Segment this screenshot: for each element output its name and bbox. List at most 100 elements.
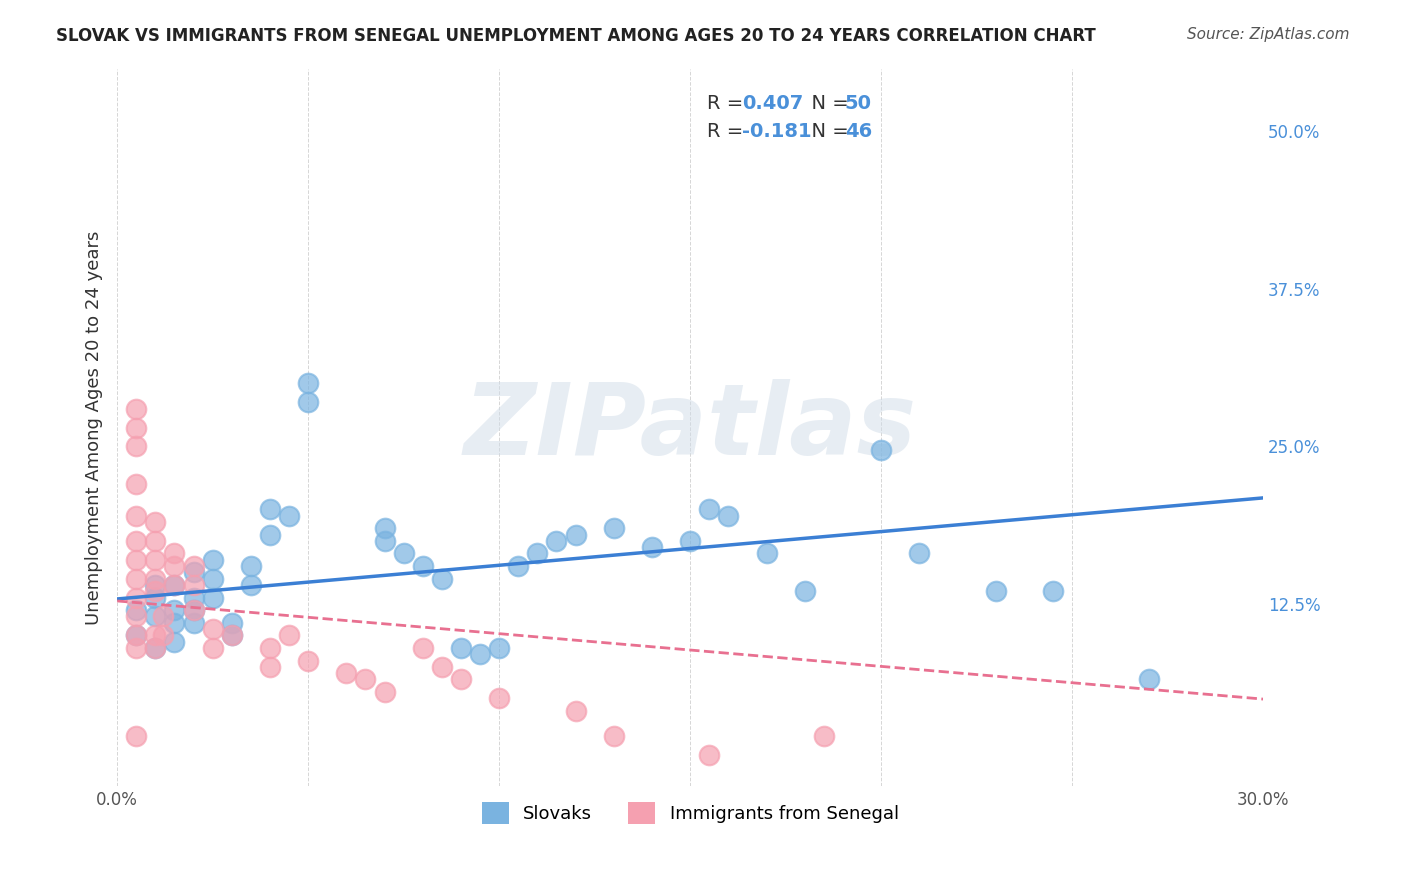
Point bbox=[793, 584, 815, 599]
Point bbox=[163, 603, 186, 617]
Point bbox=[259, 660, 281, 674]
Point bbox=[183, 615, 205, 630]
Point bbox=[221, 615, 243, 630]
Y-axis label: Unemployment Among Ages 20 to 24 years: Unemployment Among Ages 20 to 24 years bbox=[86, 230, 103, 624]
Text: Source: ZipAtlas.com: Source: ZipAtlas.com bbox=[1187, 27, 1350, 42]
Point bbox=[183, 603, 205, 617]
Point bbox=[412, 640, 434, 655]
Point bbox=[259, 502, 281, 516]
Point bbox=[603, 729, 626, 743]
Point bbox=[297, 376, 319, 391]
Point bbox=[870, 443, 893, 458]
Point bbox=[163, 615, 186, 630]
Point bbox=[450, 673, 472, 687]
Point bbox=[125, 572, 148, 586]
Point bbox=[152, 628, 174, 642]
Point bbox=[125, 553, 148, 567]
Point bbox=[145, 584, 167, 599]
Text: SLOVAK VS IMMIGRANTS FROM SENEGAL UNEMPLOYMENT AMONG AGES 20 TO 24 YEARS CORRELA: SLOVAK VS IMMIGRANTS FROM SENEGAL UNEMPL… bbox=[56, 27, 1097, 45]
Point bbox=[564, 527, 586, 541]
Point bbox=[813, 729, 835, 743]
Point bbox=[163, 578, 186, 592]
Point bbox=[526, 546, 548, 560]
Point bbox=[125, 628, 148, 642]
Point bbox=[145, 609, 167, 624]
Point bbox=[125, 420, 148, 434]
Point bbox=[717, 508, 740, 523]
Point bbox=[183, 603, 205, 617]
Point bbox=[183, 559, 205, 574]
Point bbox=[392, 546, 415, 560]
Point bbox=[221, 628, 243, 642]
Point bbox=[145, 533, 167, 548]
Point bbox=[1042, 584, 1064, 599]
Point bbox=[183, 578, 205, 592]
Point bbox=[152, 609, 174, 624]
Point bbox=[125, 729, 148, 743]
Text: R =: R = bbox=[707, 122, 749, 141]
Point bbox=[163, 546, 186, 560]
Point bbox=[564, 704, 586, 718]
Point bbox=[697, 747, 720, 762]
Point bbox=[125, 640, 148, 655]
Point bbox=[239, 578, 262, 592]
Point bbox=[450, 640, 472, 655]
Point bbox=[641, 540, 664, 554]
Point bbox=[145, 640, 167, 655]
Point bbox=[508, 559, 530, 574]
Point bbox=[374, 533, 396, 548]
Point bbox=[145, 578, 167, 592]
Point bbox=[679, 533, 702, 548]
Point bbox=[183, 566, 205, 580]
Point bbox=[984, 584, 1007, 599]
Text: 50: 50 bbox=[845, 94, 872, 112]
Point bbox=[488, 640, 510, 655]
Point bbox=[125, 439, 148, 453]
Text: R =: R = bbox=[707, 94, 749, 112]
Point bbox=[278, 628, 301, 642]
Legend: Slovaks, Immigrants from Senegal: Slovaks, Immigrants from Senegal bbox=[471, 791, 910, 835]
Point bbox=[125, 628, 148, 642]
Point bbox=[125, 508, 148, 523]
Point bbox=[908, 546, 931, 560]
Text: N =: N = bbox=[799, 94, 855, 112]
Point bbox=[697, 502, 720, 516]
Point bbox=[125, 401, 148, 416]
Point bbox=[335, 666, 357, 681]
Point bbox=[163, 559, 186, 574]
Point bbox=[546, 533, 568, 548]
Point bbox=[183, 591, 205, 605]
Point bbox=[297, 653, 319, 667]
Point bbox=[354, 673, 377, 687]
Point bbox=[603, 521, 626, 535]
Point bbox=[374, 521, 396, 535]
Point bbox=[278, 508, 301, 523]
Point bbox=[125, 603, 148, 617]
Point bbox=[755, 546, 778, 560]
Point bbox=[201, 622, 224, 636]
Point bbox=[239, 559, 262, 574]
Point bbox=[259, 640, 281, 655]
Point bbox=[259, 527, 281, 541]
Text: 0.407: 0.407 bbox=[742, 94, 803, 112]
Point bbox=[221, 628, 243, 642]
Point bbox=[201, 572, 224, 586]
Point bbox=[201, 640, 224, 655]
Point bbox=[1137, 673, 1160, 687]
Point bbox=[145, 572, 167, 586]
Point bbox=[145, 628, 167, 642]
Point bbox=[125, 477, 148, 491]
Text: ZIPatlas: ZIPatlas bbox=[464, 379, 917, 476]
Point bbox=[201, 553, 224, 567]
Point bbox=[125, 591, 148, 605]
Point bbox=[430, 660, 453, 674]
Point bbox=[430, 572, 453, 586]
Point bbox=[163, 578, 186, 592]
Point bbox=[201, 591, 224, 605]
Point bbox=[145, 515, 167, 529]
Text: N =: N = bbox=[799, 122, 855, 141]
Text: 46: 46 bbox=[845, 122, 872, 141]
Point bbox=[297, 395, 319, 409]
Point bbox=[145, 553, 167, 567]
Point bbox=[374, 685, 396, 699]
